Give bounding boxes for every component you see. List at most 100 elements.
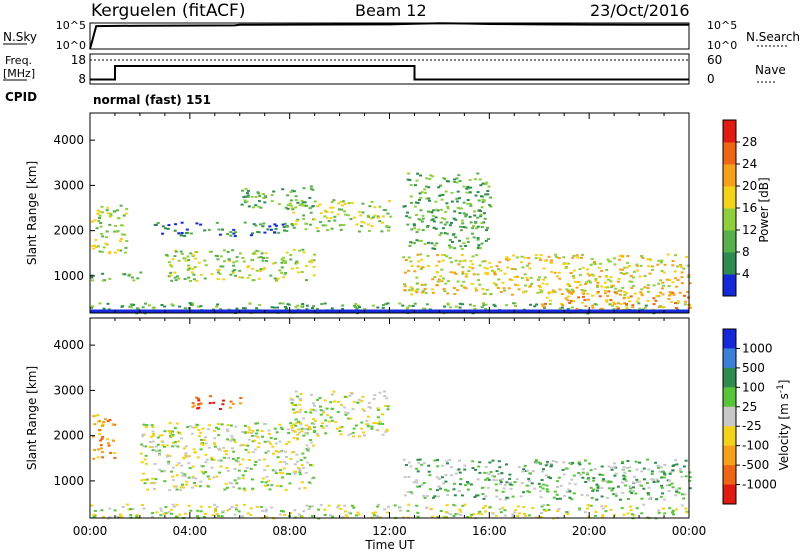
data-cell — [193, 482, 196, 484]
data-cell — [460, 254, 464, 256]
data-cell — [300, 481, 304, 484]
data-cell — [111, 439, 115, 442]
data-cell — [581, 253, 584, 256]
data-cell — [273, 231, 277, 234]
data-cell — [105, 236, 109, 239]
data-cell — [625, 272, 629, 275]
data-cell — [293, 470, 297, 473]
data-cell — [481, 182, 485, 185]
data-cell — [437, 278, 441, 281]
data-cell — [301, 516, 304, 519]
y-tick-label: 1000 — [53, 474, 84, 488]
data-cell — [226, 469, 230, 472]
data-cell — [640, 512, 644, 515]
data-cell — [343, 210, 346, 213]
data-cell — [578, 509, 582, 512]
data-cell — [365, 423, 369, 426]
data-cell — [476, 216, 480, 219]
data-cell — [308, 505, 312, 508]
data-cell — [564, 467, 568, 470]
data-cell — [628, 300, 632, 303]
data-cell — [120, 305, 124, 308]
data-cell — [381, 422, 384, 425]
data-cell — [279, 485, 283, 488]
velocity-colorbar-tick-label: 100 — [742, 380, 765, 394]
data-cell — [410, 293, 414, 296]
data-cell — [688, 476, 692, 479]
data-cell — [246, 194, 250, 197]
data-cell — [108, 516, 112, 518]
data-cell — [489, 293, 493, 296]
data-cell — [508, 477, 512, 480]
data-cell — [537, 284, 541, 287]
data-cell — [415, 481, 419, 484]
data-cell — [241, 431, 245, 433]
data-cell — [500, 472, 504, 475]
data-cell — [446, 489, 450, 492]
nsky-left-tick-top: 10^5 — [56, 19, 86, 32]
data-cell — [188, 455, 192, 458]
data-cell — [120, 224, 124, 227]
data-cell — [415, 504, 419, 507]
data-cell — [194, 426, 198, 429]
data-cell — [407, 461, 411, 464]
data-cell — [95, 246, 98, 249]
data-cell — [229, 424, 233, 427]
data-cell — [413, 205, 417, 208]
data-cell — [507, 287, 511, 290]
data-cell — [102, 246, 106, 249]
data-cell — [496, 287, 500, 289]
data-cell — [273, 469, 277, 472]
data-cell — [671, 509, 675, 512]
data-cell — [291, 399, 295, 401]
data-cell — [454, 513, 458, 515]
data-cell — [483, 505, 487, 508]
data-cell — [226, 251, 230, 253]
data-cell — [570, 463, 574, 466]
data-cell — [209, 395, 213, 398]
data-cell — [464, 275, 468, 278]
data-cell — [672, 293, 676, 296]
data-cell — [150, 481, 154, 484]
data-cell — [312, 476, 316, 479]
data-cell — [476, 237, 480, 240]
data-cell — [244, 187, 248, 190]
data-cell — [196, 456, 200, 459]
data-cell — [422, 494, 426, 497]
data-cell — [494, 514, 498, 517]
data-cell — [458, 508, 462, 511]
data-cell — [259, 256, 263, 259]
data-cell — [522, 506, 526, 508]
power-colorbar-swatch — [723, 120, 736, 143]
data-cell — [460, 248, 464, 250]
data-cell — [622, 513, 626, 516]
data-cell — [208, 424, 212, 427]
data-cell — [294, 418, 298, 421]
data-cell — [482, 302, 485, 305]
data-cell — [642, 487, 646, 490]
data-cell — [454, 305, 458, 308]
data-cell — [657, 466, 661, 469]
data-cell — [285, 456, 288, 458]
data-cell — [409, 260, 413, 263]
data-cell — [199, 223, 203, 226]
data-cell — [627, 296, 631, 299]
data-cell — [545, 296, 549, 299]
data-cell — [409, 184, 413, 186]
data-cell — [314, 409, 318, 412]
data-cell — [221, 403, 225, 406]
data-cell — [542, 508, 546, 511]
data-cell — [598, 295, 602, 298]
data-cell — [217, 423, 221, 425]
data-cell — [456, 206, 460, 209]
data-cell — [441, 217, 445, 220]
velocity-colorbar-swatch — [723, 367, 736, 388]
data-cell — [570, 498, 574, 501]
data-cell — [268, 225, 272, 228]
data-cell — [215, 426, 218, 429]
data-cell — [547, 255, 551, 258]
data-cell — [355, 307, 359, 310]
data-cell — [308, 428, 312, 430]
data-cell — [667, 298, 671, 301]
